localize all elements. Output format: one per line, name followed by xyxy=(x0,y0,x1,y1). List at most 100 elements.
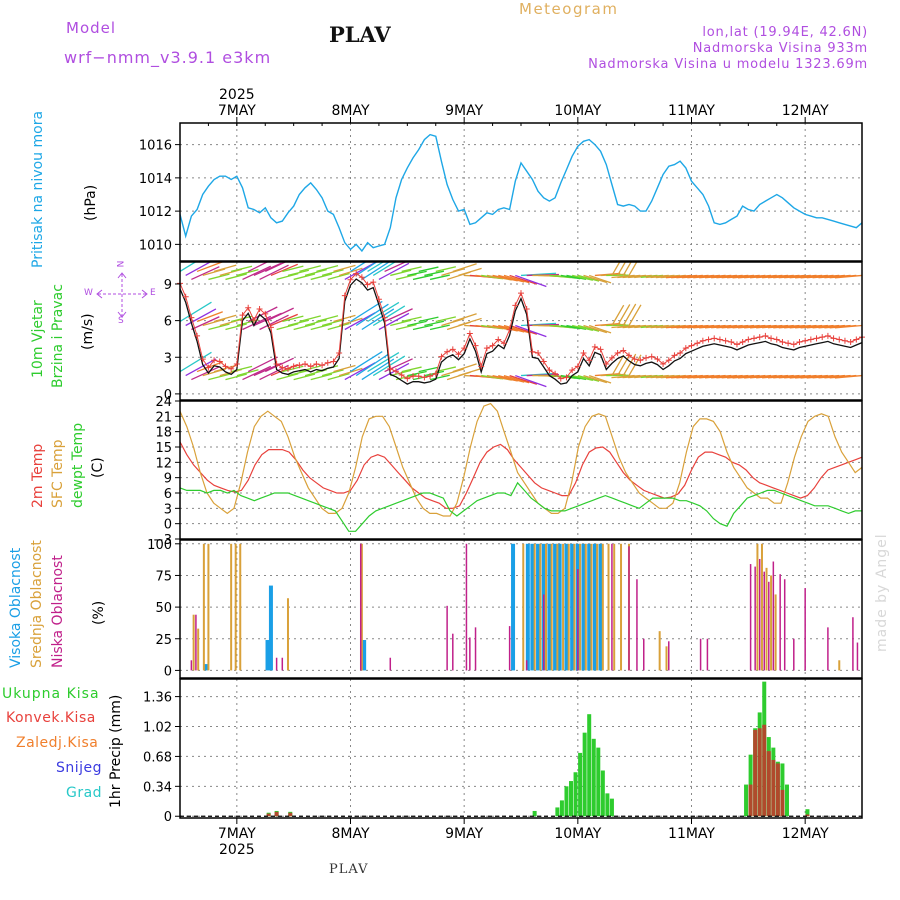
y-tick-label: 9 xyxy=(164,472,172,487)
wind-arrow xyxy=(509,324,538,335)
precip-total-bar xyxy=(578,752,583,817)
cloud-low-bar xyxy=(827,627,829,671)
precip-graupel-label: Grad xyxy=(66,785,103,801)
wind-arrow xyxy=(435,266,457,273)
cloud-low-bar xyxy=(852,617,854,671)
wind-arrow xyxy=(344,362,376,381)
wind-arrow xyxy=(282,265,304,273)
cloud-high-bar xyxy=(592,543,597,671)
y-tick-label: 21 xyxy=(155,410,172,425)
cloud-mid-bar xyxy=(596,543,599,671)
wind-gust-marker xyxy=(205,364,212,371)
wind-arrow xyxy=(577,374,600,382)
wind-arrow xyxy=(498,274,525,283)
precip-snow-label: Snijeg xyxy=(56,760,103,776)
cloud-low-bar xyxy=(628,546,630,671)
y-tick-label: 0.68 xyxy=(143,750,172,765)
wind-gust-marker xyxy=(711,335,718,342)
wind-arrow xyxy=(452,313,477,323)
wind-arrow xyxy=(588,274,612,284)
wind-gust-marker xyxy=(427,373,434,380)
y-tick-label: 0 xyxy=(164,518,172,533)
wind-gust-marker xyxy=(671,352,678,359)
cloud-low-bar xyxy=(804,588,806,671)
cloud-high-bar xyxy=(265,640,270,671)
dewtemp-line xyxy=(179,481,862,532)
cloud-high-bar xyxy=(564,543,569,671)
wind-gust-marker xyxy=(415,373,422,380)
wind-gust-marker xyxy=(591,343,598,350)
wind-arrow xyxy=(515,374,547,388)
y-tick-label: 1010 xyxy=(139,238,172,253)
wind-gust-marker xyxy=(330,358,337,365)
wind-gust-marker xyxy=(580,349,587,356)
wind-arrow xyxy=(304,319,327,327)
cloud-high-bar xyxy=(511,543,516,671)
cloud-mid-bar xyxy=(197,628,200,671)
cloud-mid-bar xyxy=(774,594,777,671)
sfctemp-line xyxy=(179,402,863,517)
wind-arrow xyxy=(572,324,594,331)
wind-arrow xyxy=(191,266,220,281)
compass-icon xyxy=(96,272,148,318)
wind-arrow xyxy=(372,262,397,276)
wind-arrow xyxy=(384,308,413,323)
precip-conv-bar xyxy=(805,814,810,817)
wind-arrow xyxy=(191,316,220,331)
cloud-mid-bar xyxy=(584,543,587,671)
wind-arrow xyxy=(276,323,299,331)
wind-arrow xyxy=(429,274,450,281)
wind-arrow xyxy=(299,265,321,273)
cloud-low-bar xyxy=(763,571,765,671)
wind-gust-marker xyxy=(341,292,348,299)
wind-arrow xyxy=(344,312,376,331)
wind-arrow xyxy=(333,364,356,373)
wind-arrow xyxy=(401,316,422,323)
cloud-mid-bar xyxy=(765,567,768,671)
x-tick-label-bottom: 10MAY xyxy=(554,826,601,842)
cloud-mid-bar xyxy=(620,543,623,671)
wind-arrow xyxy=(185,358,217,377)
wind-gust-marker xyxy=(563,374,570,381)
model-label: Model xyxy=(66,19,117,37)
wind-gust-marker xyxy=(398,371,405,378)
wind-gust-marker xyxy=(796,338,803,345)
y-tick-label: 3 xyxy=(164,502,172,517)
wind-arrow xyxy=(293,323,316,331)
cloud-mid-bar xyxy=(770,575,773,671)
cloud-mid-bar xyxy=(756,543,759,671)
cloud-mid-bar xyxy=(601,543,604,671)
cloud-low-bar xyxy=(508,626,511,671)
wind-gust-marker xyxy=(756,334,763,341)
wind-arrow xyxy=(622,353,637,376)
y-tick-label: 1012 xyxy=(139,205,172,220)
panel-frame xyxy=(179,122,863,262)
cloud-low-bar xyxy=(190,660,193,671)
precip-conv-bar xyxy=(766,751,771,817)
wind-arrow xyxy=(321,319,344,327)
wind-arrow xyxy=(834,274,862,279)
wind-gust-marker xyxy=(296,362,303,369)
wind-arrow xyxy=(361,308,395,331)
cloud-mid-bar xyxy=(562,543,565,671)
y-tick-label: 0 xyxy=(164,388,172,403)
wind-gust-marker xyxy=(643,354,650,361)
cloud-low-bar xyxy=(525,660,528,671)
cloud-mid-bar xyxy=(550,543,553,671)
wind-gust-marker xyxy=(597,346,604,353)
wind-arrow xyxy=(401,366,422,373)
wind-gust-marker xyxy=(432,370,439,377)
wind-arrow xyxy=(321,269,344,277)
wind-gust-marker xyxy=(188,314,195,321)
cloud-low-bar xyxy=(636,579,638,671)
x-tick-label-top: 11MAY xyxy=(668,103,715,119)
wind-gust-marker xyxy=(245,304,252,311)
precip-total-bar xyxy=(784,784,789,817)
wind-gust-marker xyxy=(722,337,729,344)
wind-arrows xyxy=(180,262,862,388)
panel-frame xyxy=(179,400,863,540)
wind-gust-marker xyxy=(807,336,814,343)
precip-conv-bar xyxy=(288,812,293,817)
y-tick-label: 1.02 xyxy=(143,721,172,736)
wind-gust-marker xyxy=(699,337,706,344)
